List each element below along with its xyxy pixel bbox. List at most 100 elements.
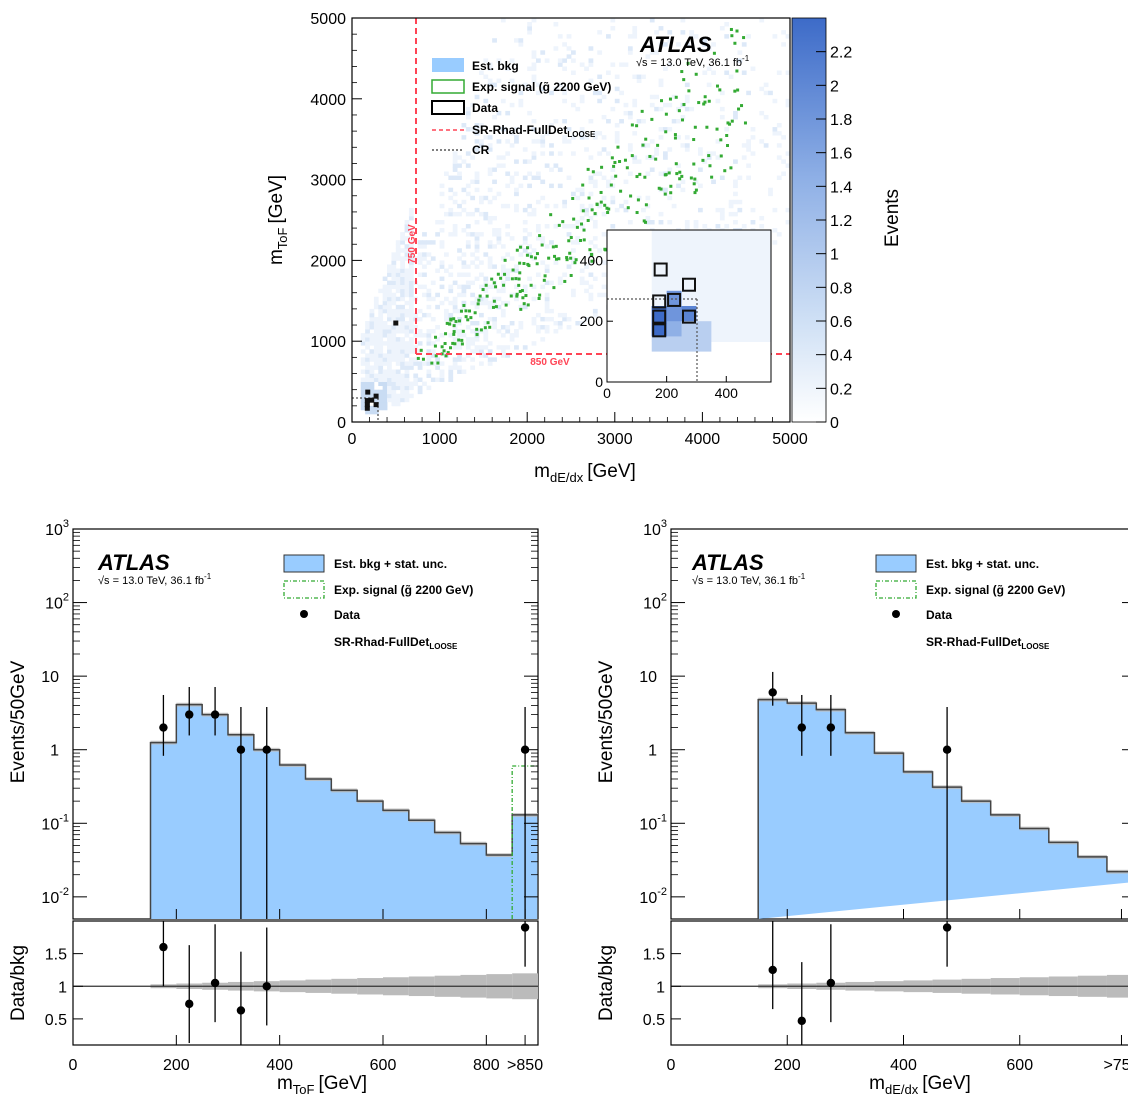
heatmap-cell (693, 34, 699, 39)
heatmap-cell (571, 224, 576, 229)
heatmap-cell (592, 179, 598, 185)
heatmap-cell (632, 98, 638, 104)
heatmap-cell (479, 272, 484, 277)
signal-cell (575, 225, 579, 229)
heatmap-cell (540, 325, 546, 330)
heatmap-cell (487, 147, 493, 152)
heatmap-cell (461, 199, 467, 205)
heatmap-cell (750, 207, 756, 213)
heatmap-cell (479, 199, 484, 205)
heatmap-cell (395, 280, 401, 286)
heatmap-cell (391, 260, 397, 265)
heatmap-cell (474, 123, 480, 128)
y-tick-label: 5000 (310, 11, 346, 28)
heatmap-cell (448, 312, 454, 318)
heatmap-cell (452, 300, 458, 306)
heatmap-cell (417, 316, 423, 322)
heatmap-cell (404, 381, 410, 387)
heatmap-cell (527, 183, 532, 189)
heatmap-cell (772, 127, 778, 132)
heatmap-cell (522, 236, 528, 241)
heatmap-cell (733, 199, 738, 205)
bl-legend-label-bkg: Est. bkg + stat. unc. (334, 557, 447, 571)
heatmap-cell (426, 341, 432, 346)
heatmap-cell (448, 377, 454, 382)
heatmap-cell (470, 102, 476, 108)
heatmap-cell (715, 207, 721, 213)
heatmap-cell (715, 155, 721, 160)
heatmap-cell (505, 325, 511, 330)
heatmap-cell (408, 304, 414, 310)
heatmap-cell (395, 397, 401, 403)
heatmap-cell (487, 199, 493, 205)
heatmap-cell (684, 143, 690, 148)
signal-cell (677, 109, 681, 113)
signal-cell (479, 328, 483, 332)
heatmap-cell (601, 135, 607, 140)
heatmap-cell (408, 381, 414, 387)
heatmap-cell (387, 325, 392, 330)
heatmap-cell (413, 345, 419, 350)
heatmap-cell (540, 284, 546, 290)
heatmap-cell (378, 365, 384, 370)
heatmap-cell (522, 207, 528, 213)
heatmap-cell (649, 167, 655, 172)
data-point (364, 402, 370, 408)
signal-cell (477, 298, 481, 302)
signal-cell (619, 189, 623, 193)
heatmap-cell (505, 171, 511, 176)
heatmap-cell (614, 139, 620, 144)
heatmap-cell (496, 288, 502, 294)
heatmap-cell (597, 90, 603, 96)
heatmap-cell (741, 155, 747, 160)
bl-legend: Est. bkg + stat. unc. Exp. signal (g̃ 22… (283, 554, 473, 651)
legend-swatch-data (431, 100, 465, 115)
signal-cell (565, 258, 569, 262)
heatmap-cell (575, 195, 581, 201)
heatmap-cell (404, 248, 410, 253)
heatmap-cell (544, 268, 550, 273)
data-point (210, 710, 220, 719)
heatmap-cell (465, 240, 471, 245)
heatmap-cell (566, 46, 572, 51)
heatmap-cell (378, 304, 384, 310)
heatmap-cell (461, 304, 467, 310)
heatmap-cell (391, 377, 397, 382)
heatmap-cell (439, 244, 445, 249)
heatmap-cell (369, 316, 375, 322)
heatmap-cell (483, 329, 489, 334)
heatmap-cell (404, 292, 410, 298)
signal-cell (494, 285, 498, 289)
heatmap-cell (601, 211, 607, 217)
ratio-y-tick-label: 0.5 (45, 1012, 67, 1029)
heatmap-cell (601, 175, 607, 180)
heatmap-cell (382, 353, 388, 358)
data-point (369, 397, 375, 403)
heatmap-cell (606, 151, 611, 156)
heatmap-cell (487, 215, 493, 221)
heatmap-cell (518, 98, 524, 104)
heatmap-cell (719, 175, 725, 180)
signal-cell (687, 89, 691, 93)
heatmap-cell (387, 316, 392, 322)
heatmap-cell (474, 94, 480, 100)
top-legend: Est. bkg Exp. signal (g̃ 2200 GeV) Data … (431, 58, 611, 157)
heatmap-cell (395, 308, 401, 314)
heatmap-cell (479, 123, 484, 128)
palette-tick-label: 1.6 (830, 146, 852, 163)
heatmap-cell (395, 272, 401, 277)
heatmap-cell (483, 215, 489, 221)
heatmap-cell (457, 333, 462, 338)
heatmap-cell (632, 155, 638, 160)
heatmap-cell (408, 393, 414, 399)
signal-cell (680, 174, 684, 178)
signal-cell (664, 112, 668, 116)
heatmap-cell (400, 377, 405, 382)
signal-cell (509, 294, 513, 298)
heatmap-cell (684, 42, 690, 47)
heatmap-cell (544, 131, 550, 136)
heatmap-cell (776, 232, 782, 237)
heatmap-cell (417, 256, 423, 261)
heatmap-cell (535, 325, 541, 330)
heatmap-cell (579, 94, 585, 100)
